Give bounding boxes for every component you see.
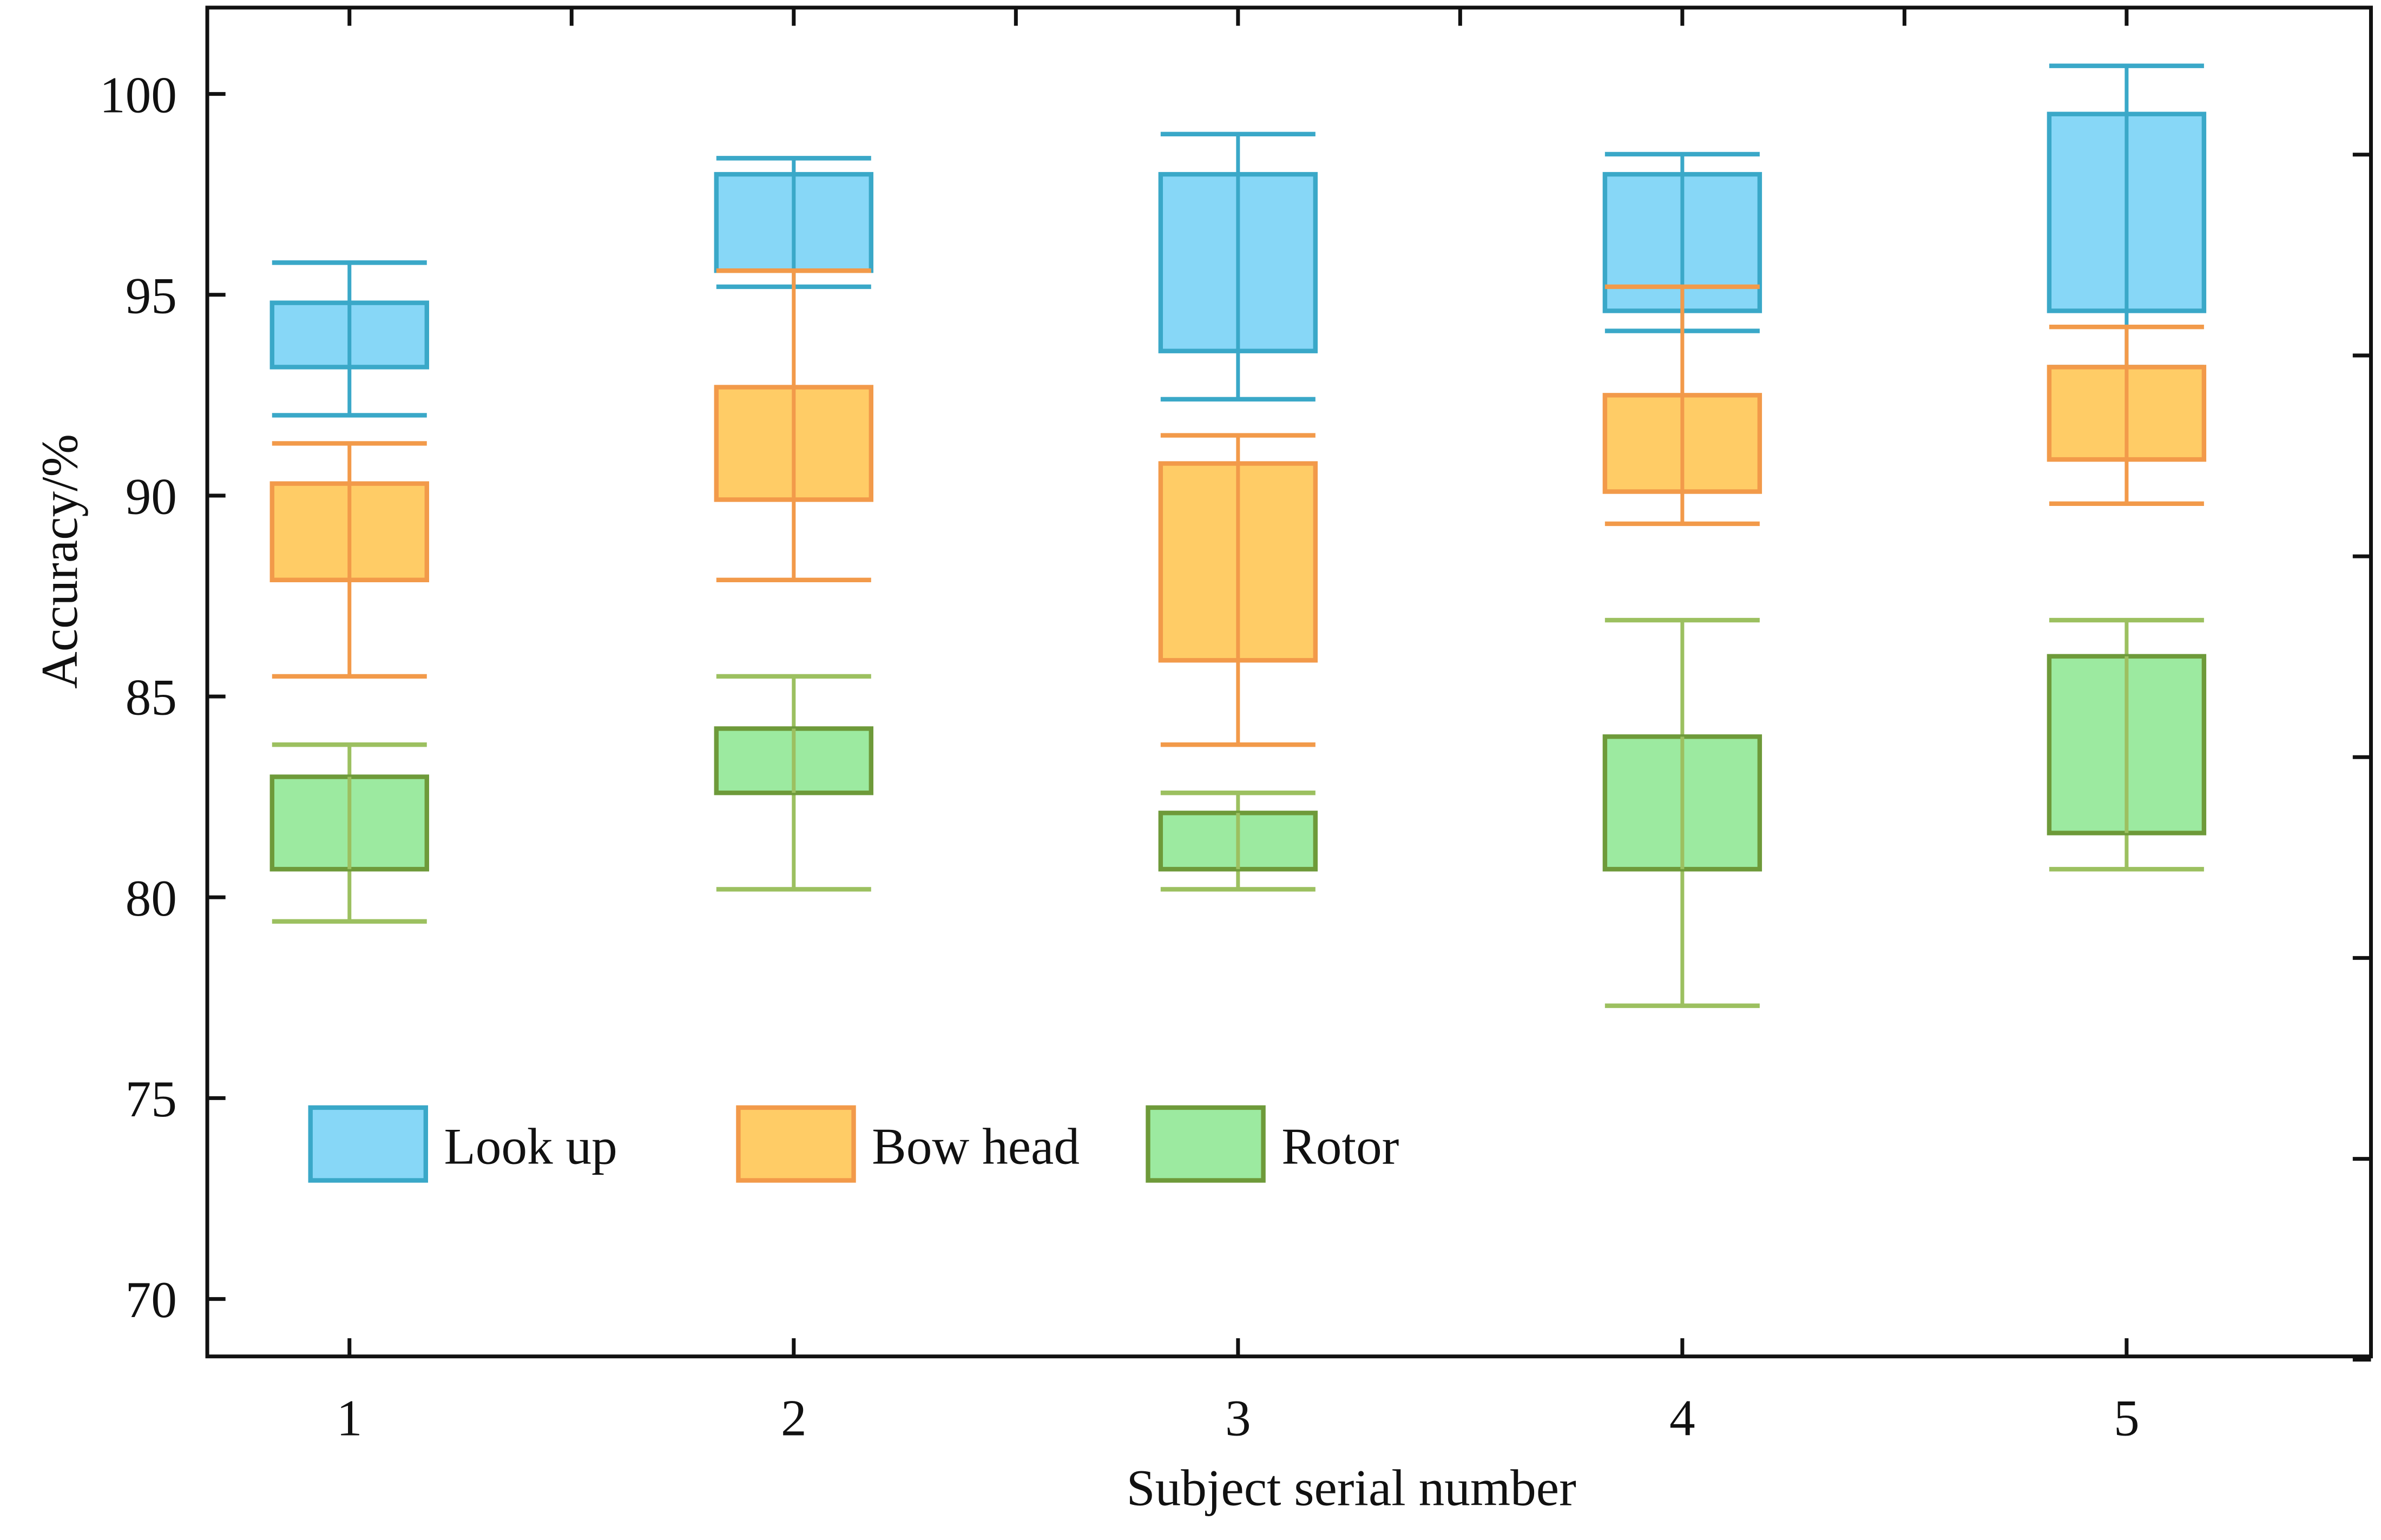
x-tick-label: 5 <box>2114 1390 2140 1447</box>
y-tick-label: 70 <box>126 1271 177 1328</box>
legend-label: Bow head <box>872 1118 1080 1175</box>
box-rotor-5 <box>2047 617 2207 872</box>
legend-item-look-up: Look up <box>308 1105 617 1183</box>
plot-frame <box>205 5 2373 1359</box>
legend-swatch <box>308 1105 429 1183</box>
box-look-up-1 <box>269 260 429 418</box>
box-bow-head-5 <box>2047 324 2207 506</box>
y-tick-label: 75 <box>126 1070 177 1128</box>
legend-swatch <box>736 1105 856 1183</box>
y-tick-label: 100 <box>100 66 177 123</box>
x-tick-label: 4 <box>1669 1390 1695 1447</box>
box-rotor-1 <box>269 742 429 924</box>
box-look-up-2 <box>714 156 874 289</box>
legend-swatch <box>1146 1105 1266 1183</box>
legend-label: Rotor <box>1281 1118 1399 1175</box>
box-rotor-3 <box>1158 791 1318 892</box>
box-rotor-4 <box>1602 617 1762 1008</box>
legend-item-bow-head: Bow head <box>736 1105 1080 1183</box>
box-bow-head-4 <box>1602 284 1762 527</box>
y-tick-label: 85 <box>126 669 177 726</box>
legend-label: Look up <box>444 1118 617 1175</box>
x-axis-label: Subject serial number <box>1127 1459 1576 1517</box>
box-bow-head-1 <box>269 441 429 679</box>
y-tick-label: 90 <box>126 468 177 525</box>
x-tick-label: 2 <box>781 1390 807 1447</box>
box-look-up-5 <box>2047 63 2207 370</box>
x-tick-label: 3 <box>1225 1390 1251 1447</box>
y-tick-label: 80 <box>126 870 177 927</box>
box-bow-head-3 <box>1158 433 1318 747</box>
y-axis-label: Accuracy/% <box>31 434 88 689</box>
box-rotor-2 <box>714 674 874 892</box>
legend-item-rotor: Rotor <box>1146 1105 1399 1183</box>
box-bow-head-2 <box>714 268 874 583</box>
x-tick-label: 1 <box>337 1390 363 1447</box>
box-look-up-3 <box>1158 131 1318 402</box>
y-tick-label: 95 <box>126 267 177 324</box>
